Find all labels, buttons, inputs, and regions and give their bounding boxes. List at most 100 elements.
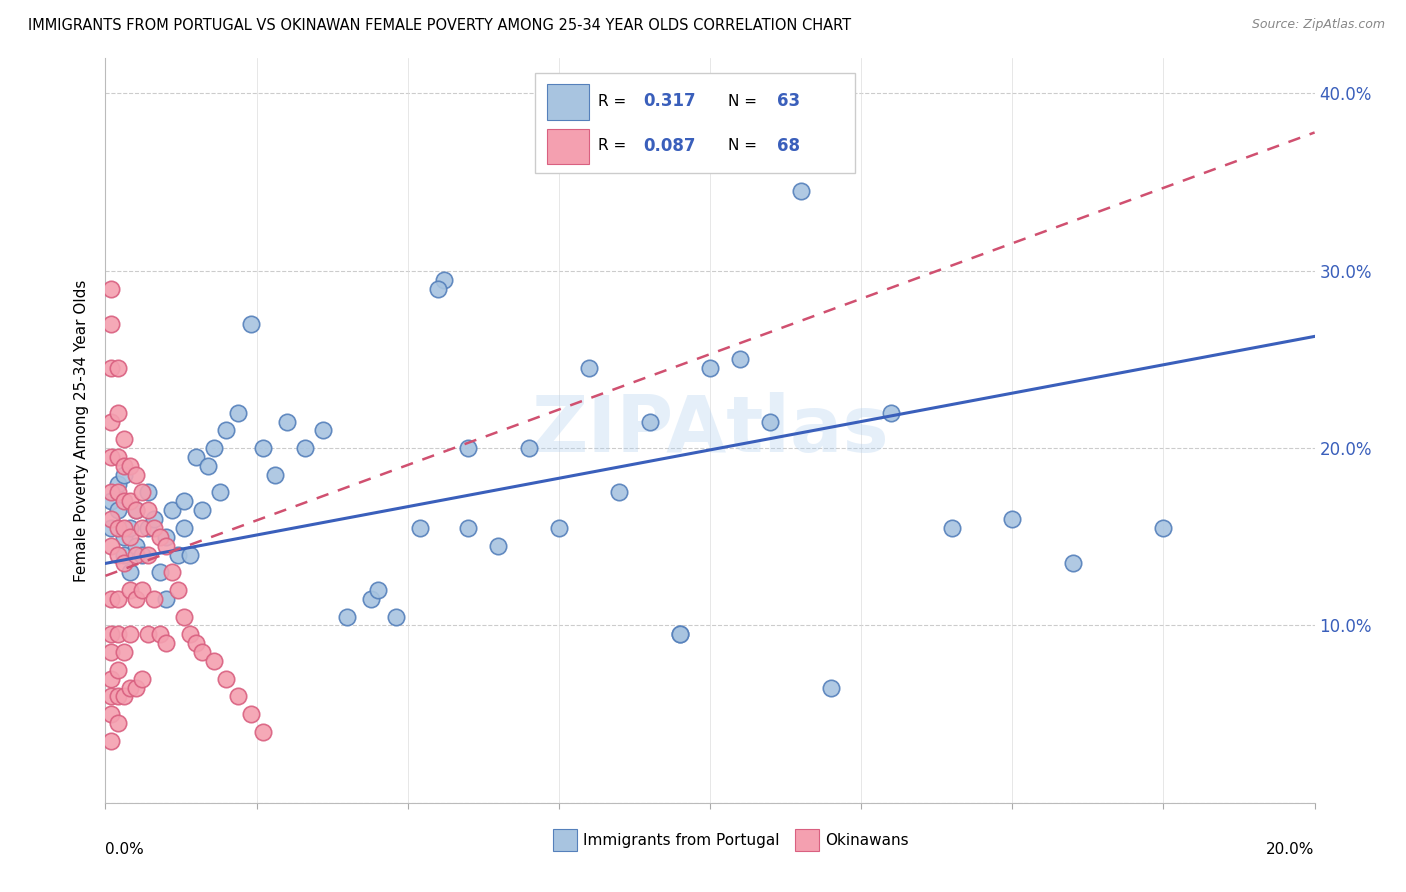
Point: [155, 591, 177, 606]
Point: [142, 512, 165, 526]
Point: [112, 557, 135, 571]
Point: [100, 485, 122, 500]
Point: [312, 423, 335, 437]
Point: [100, 690, 122, 704]
Point: [638, 415, 661, 429]
Point: [107, 476, 129, 491]
Text: 0.317: 0.317: [644, 92, 696, 111]
Point: [107, 627, 129, 641]
Point: [239, 317, 262, 331]
Text: IMMIGRANTS FROM PORTUGAL VS OKINAWAN FEMALE POVERTY AMONG 25-34 YEAR OLDS CORREL: IMMIGRANTS FROM PORTUGAL VS OKINAWAN FEM…: [28, 18, 851, 33]
Point: [131, 548, 153, 562]
Point: [669, 627, 692, 641]
Point: [179, 548, 201, 562]
Point: [1062, 557, 1084, 571]
Point: [669, 627, 692, 641]
Point: [548, 521, 571, 535]
Point: [112, 548, 135, 562]
Point: [228, 690, 250, 704]
Point: [131, 521, 153, 535]
Point: [131, 672, 153, 686]
Point: [100, 627, 122, 641]
Point: [880, 406, 903, 420]
Point: [131, 582, 153, 597]
FancyBboxPatch shape: [547, 128, 589, 164]
Point: [100, 707, 122, 722]
Point: [336, 609, 359, 624]
Text: Okinawans: Okinawans: [825, 832, 908, 847]
Point: [112, 521, 135, 535]
Point: [191, 503, 214, 517]
Point: [699, 361, 721, 376]
Point: [517, 441, 540, 455]
Point: [112, 432, 135, 446]
Point: [1153, 521, 1175, 535]
Point: [360, 591, 382, 606]
Point: [107, 503, 129, 517]
Text: 0.087: 0.087: [644, 136, 696, 155]
Point: [112, 494, 135, 508]
FancyBboxPatch shape: [534, 73, 855, 173]
Point: [118, 627, 141, 641]
Point: [100, 512, 122, 526]
Point: [186, 636, 208, 650]
Point: [100, 591, 122, 606]
Point: [100, 672, 122, 686]
Point: [107, 361, 129, 376]
Point: [609, 485, 631, 500]
Point: [155, 530, 177, 544]
Point: [294, 441, 316, 455]
Point: [155, 636, 177, 650]
Point: [173, 494, 195, 508]
Point: [167, 548, 190, 562]
Point: [149, 627, 172, 641]
Point: [100, 494, 122, 508]
Point: [124, 467, 148, 482]
Point: [100, 361, 122, 376]
Point: [107, 521, 129, 535]
Point: [228, 406, 250, 420]
Point: [100, 415, 122, 429]
Point: [124, 539, 148, 553]
Point: [118, 681, 141, 695]
Point: [107, 485, 129, 500]
Point: [118, 494, 141, 508]
Point: [124, 548, 148, 562]
Text: Immigrants from Portugal: Immigrants from Portugal: [583, 832, 779, 847]
FancyBboxPatch shape: [547, 84, 589, 120]
Point: [136, 503, 159, 517]
Text: N =: N =: [728, 94, 762, 109]
Point: [124, 591, 148, 606]
Point: [202, 441, 225, 455]
Point: [112, 458, 135, 473]
Point: [409, 521, 432, 535]
Point: [457, 441, 479, 455]
Point: [124, 681, 148, 695]
Point: [118, 530, 141, 544]
Point: [252, 724, 274, 739]
Point: [215, 423, 238, 437]
Point: [384, 609, 406, 624]
Point: [790, 184, 813, 198]
Point: [730, 352, 752, 367]
Point: [112, 645, 135, 659]
Point: [142, 591, 165, 606]
Point: [173, 521, 195, 535]
Point: [186, 450, 208, 464]
Point: [107, 450, 129, 464]
Point: [100, 521, 122, 535]
Point: [107, 591, 129, 606]
Point: [149, 566, 172, 580]
Point: [118, 582, 141, 597]
Point: [197, 458, 219, 473]
Point: [112, 690, 135, 704]
Point: [118, 521, 141, 535]
Point: [173, 609, 195, 624]
FancyBboxPatch shape: [794, 829, 818, 851]
Text: Source: ZipAtlas.com: Source: ZipAtlas.com: [1251, 18, 1385, 31]
Point: [427, 281, 450, 295]
Point: [107, 663, 129, 677]
Point: [107, 548, 129, 562]
Point: [131, 485, 153, 500]
Point: [107, 690, 129, 704]
